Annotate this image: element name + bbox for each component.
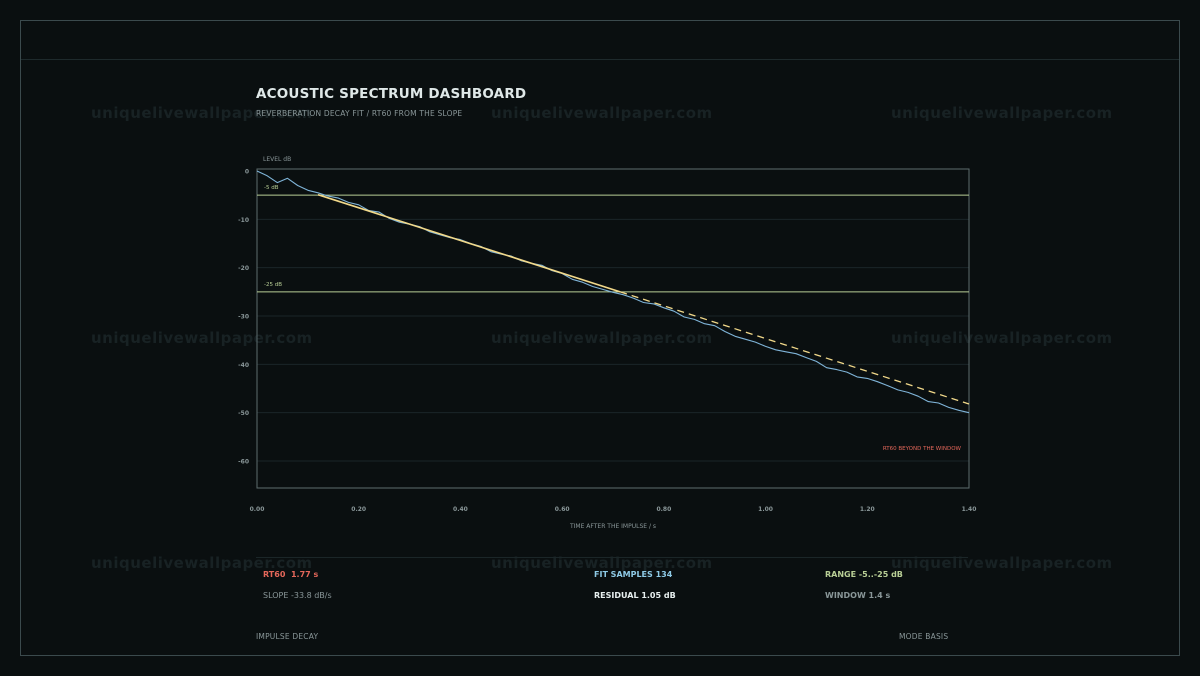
x-tick-label: 0.00 bbox=[250, 506, 265, 513]
watermark: uniquelivewallpaper.com bbox=[91, 554, 313, 572]
rt60-label: RT60 bbox=[263, 570, 286, 579]
y-tick-label: -60 bbox=[238, 459, 249, 466]
footer-mode-basis: MODE BASIS bbox=[899, 632, 949, 641]
window-stat: WINDOW 1.4 s bbox=[825, 591, 891, 600]
y-tick-label: 0 bbox=[245, 169, 249, 176]
x-tick-label: 0.80 bbox=[656, 506, 671, 513]
x-tick-label: 0.40 bbox=[453, 506, 468, 513]
fit-samples-stat: FIT SAMPLES 134 bbox=[594, 570, 673, 579]
x-tick-label: 1.40 bbox=[962, 506, 977, 513]
page-subtitle: REVERBERATION DECAY FIT / RT60 FROM THE … bbox=[256, 109, 463, 118]
y-tick-label: -40 bbox=[238, 362, 249, 369]
y-tick-label: -30 bbox=[238, 314, 249, 321]
watermark: uniquelivewallpaper.com bbox=[491, 329, 713, 347]
fit-line-extrapolated bbox=[620, 291, 970, 405]
watermark: uniquelivewallpaper.com bbox=[891, 104, 1113, 122]
stats-divider bbox=[256, 557, 968, 558]
header-divider bbox=[21, 59, 1179, 60]
reference-label: -25 dB bbox=[264, 282, 282, 288]
decay-series-line bbox=[256, 170, 970, 414]
watermark: uniquelivewallpaper.com bbox=[491, 104, 713, 122]
plot-frame bbox=[256, 168, 970, 489]
fit-line-solid bbox=[317, 193, 621, 293]
watermark: uniquelivewallpaper.com bbox=[91, 104, 313, 122]
y-tick-label: -50 bbox=[238, 410, 249, 417]
slope-stat: SLOPE -33.8 dB/s bbox=[263, 591, 332, 600]
reference-label: -5 dB bbox=[264, 185, 279, 191]
watermark: uniquelivewallpaper.com bbox=[891, 329, 1113, 347]
page-title: ACOUSTIC SPECTRUM DASHBOARD bbox=[256, 86, 527, 102]
decay-chart: 0 -10 -20 -30 -40 -50 -60 0.00 0.20 0.40 0.60 0.80 1… bbox=[238, 156, 977, 530]
rt60-annotation: RT60 BEYOND THE WINDOW bbox=[883, 446, 962, 452]
x-tick-label: 0.20 bbox=[351, 506, 366, 513]
y-tick-label: -10 bbox=[238, 217, 249, 224]
residual-stat: RESIDUAL 1.05 dB bbox=[594, 591, 676, 600]
x-tick-label: 0.60 bbox=[555, 506, 570, 513]
y-tick-label: -20 bbox=[238, 265, 249, 272]
watermark: uniquelivewallpaper.com bbox=[491, 554, 713, 572]
rt60-value: 1.77 s bbox=[290, 570, 319, 579]
footer-impulse-decay: IMPULSE DECAY bbox=[256, 632, 319, 641]
rt60-stat: RT60 1.77 s bbox=[263, 570, 318, 579]
y-axis-label: LEVEL dB bbox=[263, 156, 291, 163]
x-tick-label: 1.00 bbox=[758, 506, 773, 513]
range-stat: RANGE -5..-25 dB bbox=[825, 570, 903, 579]
dashboard-frame bbox=[20, 20, 1180, 656]
x-tick-label: 1.20 bbox=[860, 506, 875, 513]
watermark: uniquelivewallpaper.com bbox=[891, 554, 1113, 572]
x-axis-label: TIME AFTER THE IMPULSE / s bbox=[569, 523, 656, 530]
